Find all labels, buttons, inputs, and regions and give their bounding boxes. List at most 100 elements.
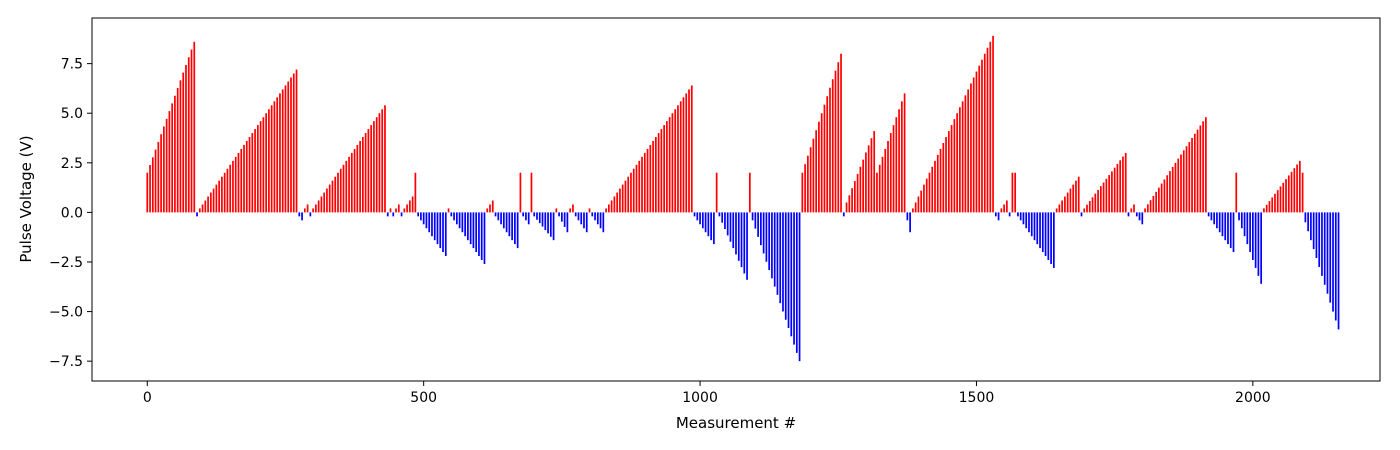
- bar: [1061, 200, 1063, 213]
- bar: [865, 152, 867, 213]
- bar: [591, 212, 594, 217]
- y-tick-label: 7.5: [61, 57, 83, 73]
- bar: [682, 97, 685, 213]
- bar: [232, 160, 234, 213]
- bar: [1030, 212, 1033, 237]
- bar: [914, 202, 917, 213]
- bar: [1119, 160, 1122, 213]
- bar: [179, 80, 182, 213]
- bar: [561, 212, 563, 222]
- bar: [450, 212, 453, 217]
- bar: [331, 180, 334, 213]
- bar: [1050, 212, 1052, 264]
- bar: [254, 129, 256, 213]
- bar: [566, 212, 569, 233]
- bar: [972, 77, 975, 213]
- bar: [906, 212, 909, 221]
- bar: [983, 53, 986, 213]
- bar: [1229, 212, 1232, 249]
- bar: [771, 212, 773, 279]
- bar: [602, 212, 605, 233]
- bar: [439, 212, 442, 249]
- bar: [1265, 204, 1268, 213]
- bar: [1036, 212, 1039, 245]
- bar: [660, 129, 663, 213]
- bar: [1216, 212, 1218, 229]
- bar: [1152, 195, 1155, 213]
- bar: [287, 81, 290, 213]
- bar: [715, 172, 718, 213]
- x-tick-label: 0: [143, 390, 152, 406]
- bar: [1039, 212, 1041, 249]
- bar: [790, 212, 793, 337]
- bar: [583, 212, 585, 229]
- bar: [1323, 212, 1326, 285]
- bar: [721, 212, 724, 223]
- bar: [696, 212, 699, 221]
- bar: [925, 178, 928, 213]
- bar: [776, 212, 779, 295]
- bar: [469, 212, 472, 245]
- bar: [1003, 204, 1005, 213]
- bar: [674, 109, 677, 213]
- bar: [389, 208, 392, 213]
- bar: [295, 69, 298, 213]
- bar: [1334, 212, 1337, 321]
- bar: [403, 208, 406, 213]
- bar: [599, 212, 602, 229]
- bar: [458, 212, 461, 229]
- bar: [204, 200, 207, 213]
- bar: [798, 212, 801, 362]
- bar: [508, 212, 511, 237]
- bar: [223, 172, 226, 213]
- bar: [384, 105, 386, 213]
- bar: [690, 85, 693, 213]
- bar: [923, 184, 925, 213]
- bar: [221, 176, 223, 213]
- bar: [1276, 190, 1279, 213]
- bar: [1099, 186, 1102, 213]
- bar: [950, 125, 953, 213]
- bar: [1238, 212, 1240, 221]
- bar: [1326, 212, 1329, 294]
- bar: [1185, 146, 1188, 213]
- bar: [494, 212, 497, 217]
- bar: [829, 87, 831, 213]
- bar: [649, 144, 652, 213]
- bar: [317, 200, 320, 213]
- bar: [428, 212, 431, 233]
- bar: [163, 126, 165, 213]
- bar: [1133, 204, 1135, 213]
- bar: [779, 212, 782, 304]
- bar: [1207, 212, 1210, 217]
- bar: [1293, 168, 1296, 213]
- bar: [1144, 208, 1146, 213]
- bar: [1019, 212, 1022, 221]
- bar: [1080, 212, 1083, 217]
- bar: [654, 137, 657, 213]
- bar: [1232, 212, 1235, 253]
- bar: [315, 204, 317, 213]
- bar: [1290, 171, 1293, 213]
- bar: [519, 172, 522, 213]
- bar: [1077, 176, 1080, 213]
- bar: [1017, 212, 1019, 217]
- bar: [992, 35, 994, 213]
- bar: [373, 121, 375, 213]
- bar: [876, 172, 878, 213]
- bar: [525, 212, 527, 221]
- bar: [1224, 212, 1227, 241]
- y-tick-label: 2.5: [61, 156, 83, 172]
- bar: [359, 140, 361, 213]
- bar: [1252, 212, 1254, 260]
- bar: [1279, 186, 1282, 213]
- bar: [1008, 212, 1011, 217]
- bar: [491, 200, 494, 213]
- bar: [1160, 183, 1163, 213]
- bar: [381, 109, 384, 213]
- bar: [1094, 193, 1097, 213]
- bar: [1014, 172, 1017, 213]
- bar: [768, 212, 771, 271]
- bar: [1149, 200, 1152, 213]
